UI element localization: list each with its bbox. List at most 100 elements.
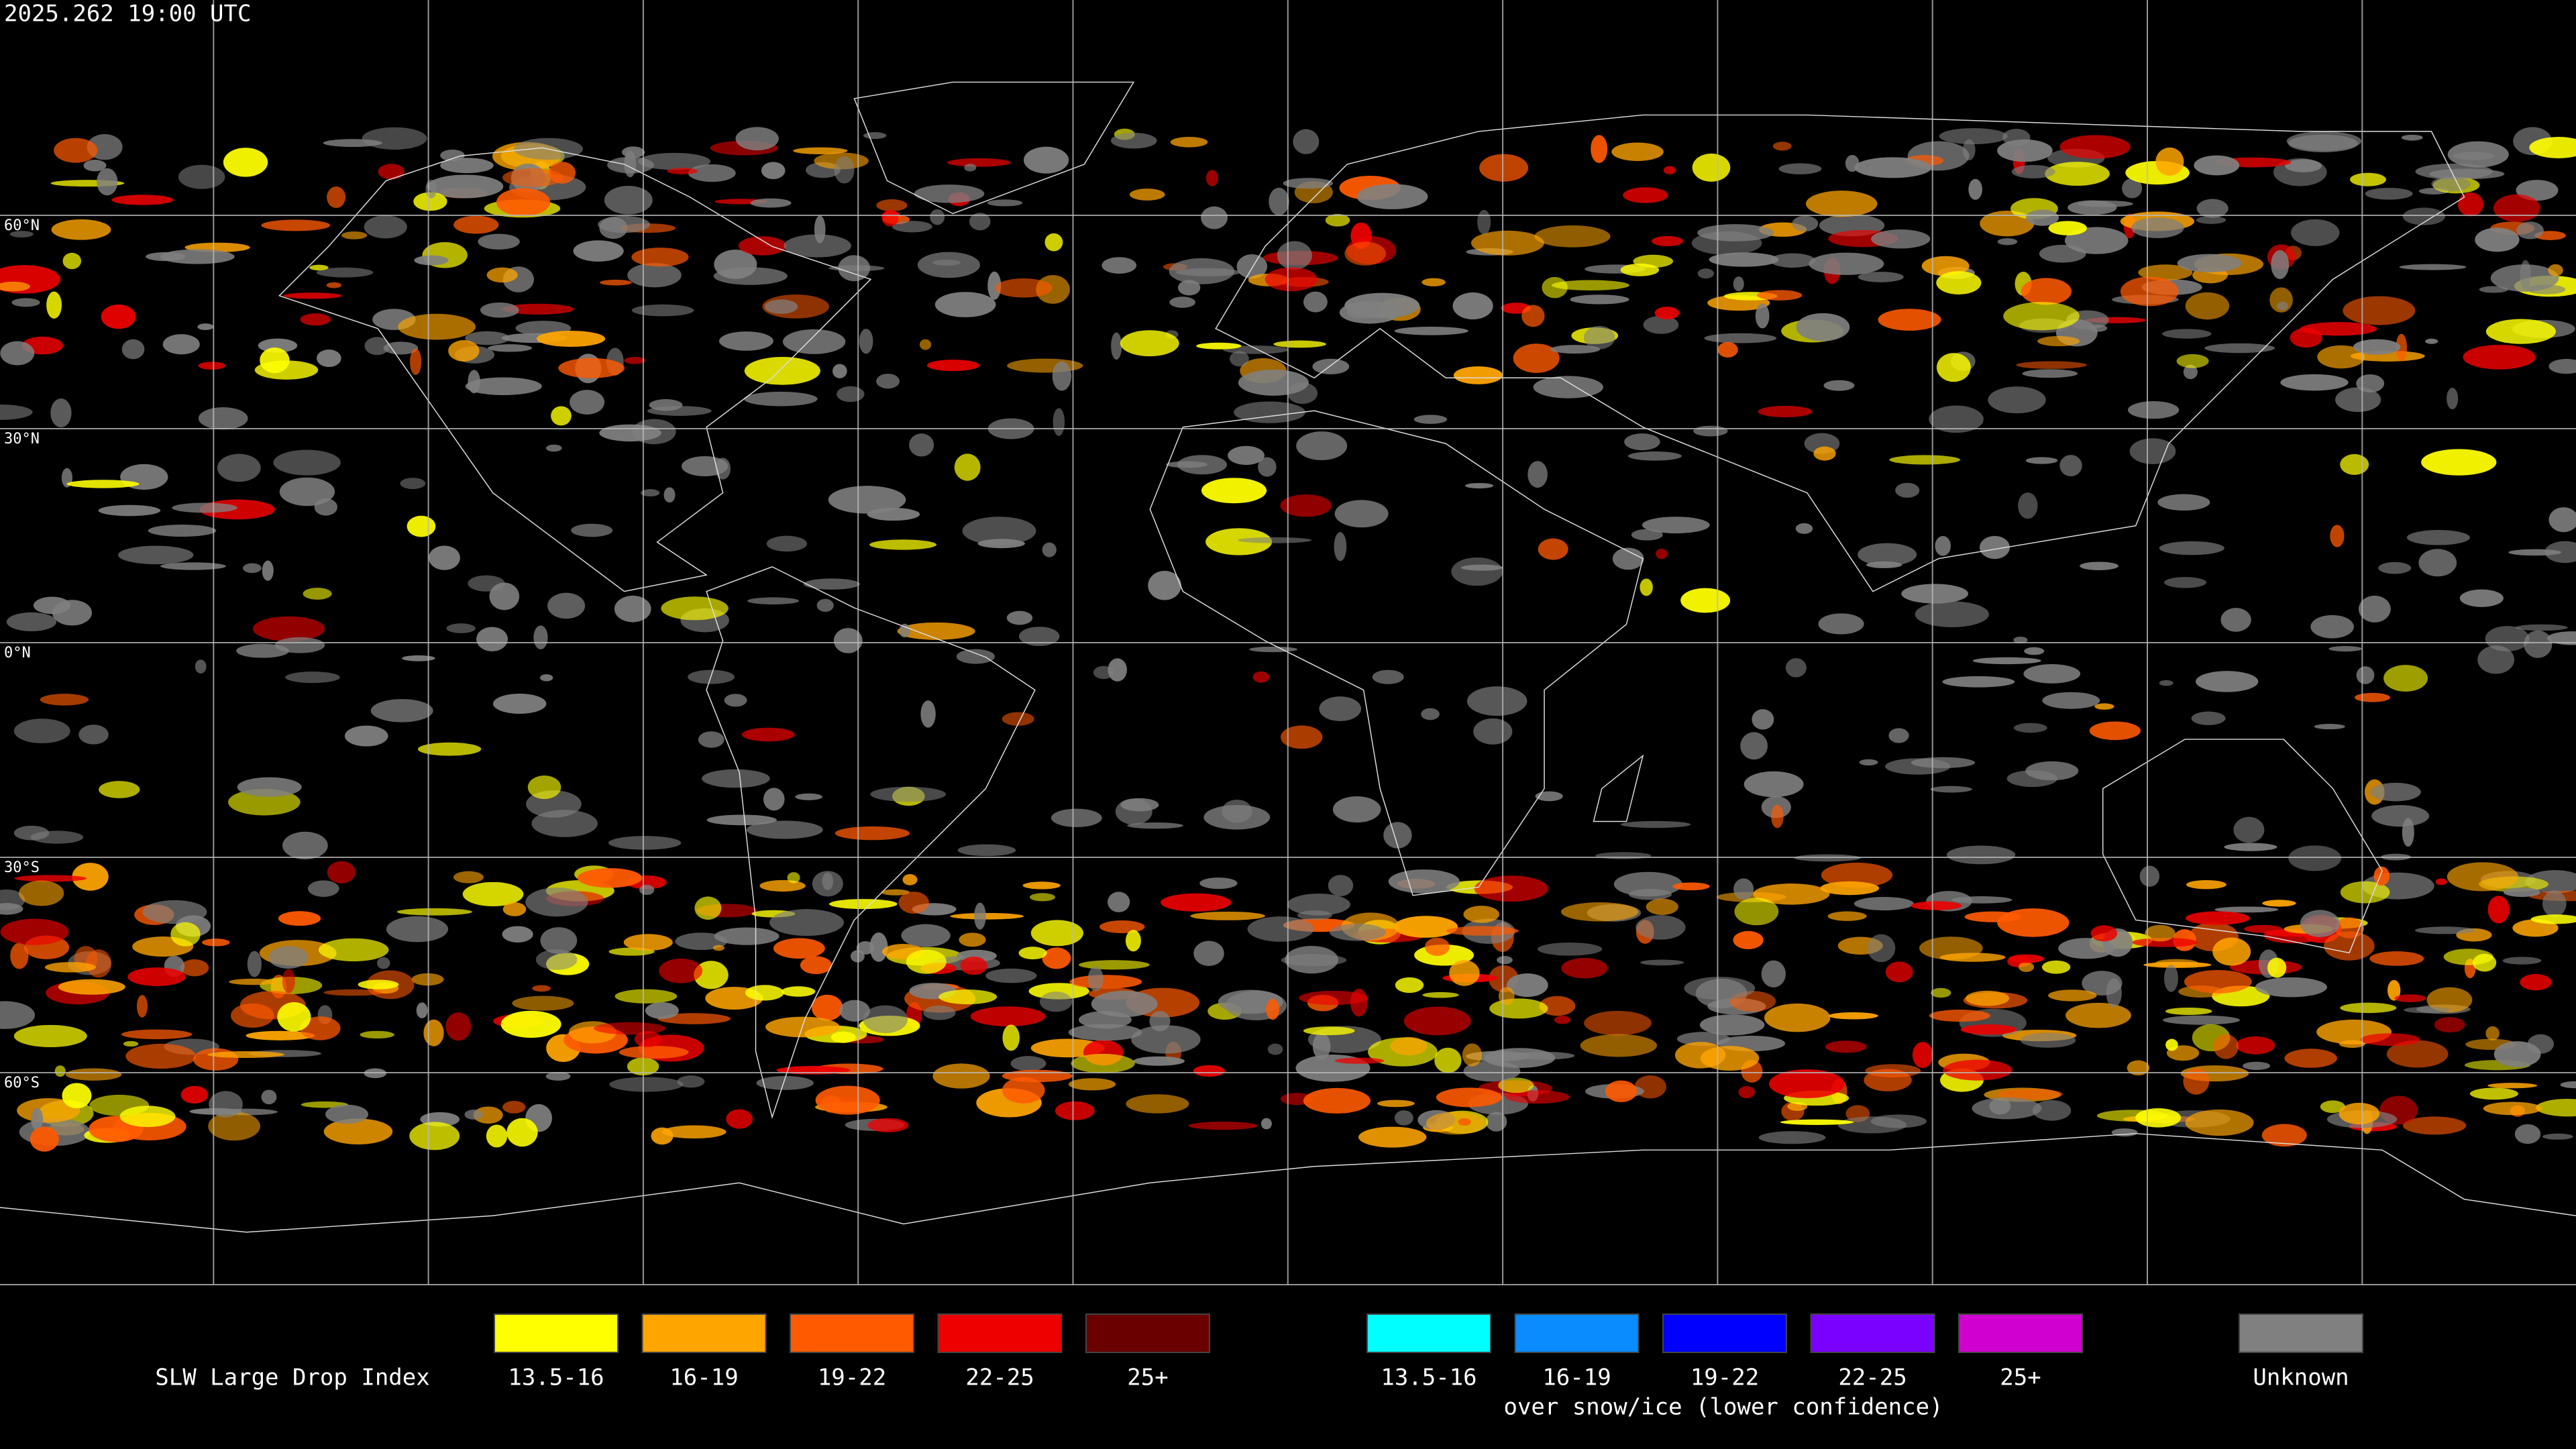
cloud-patch [1002,1077,1045,1104]
cloud-patch [2469,1087,2519,1100]
cloud-patch [2042,692,2100,709]
cloud-patch [1552,280,1629,290]
cloud-patch [1102,257,1137,274]
cloud-patch [2131,217,2184,238]
cloud-patch [1023,146,1069,174]
cloud-patch [1383,822,1412,849]
cloud-patch [1161,893,1232,912]
cloud-patch [2542,890,2567,917]
cloud-patch [1489,998,1548,1019]
cloud-patch [839,1000,870,1022]
cloud-patch [0,1001,36,1029]
cloud-patch [2025,209,2059,226]
cloud-patch [2196,216,2226,224]
cloud-patch [746,820,823,839]
cloud-patch [1424,937,1450,957]
cloud-patch [2317,345,2365,369]
coastline [706,566,1036,1119]
cloud-patch [892,221,932,233]
cloud-patch [987,271,1002,300]
cloud-patch [1022,881,1061,890]
cloud-patch [663,487,676,503]
cloud-patch [427,174,504,199]
cloud-patch [2159,541,2224,555]
cloud-patch [1921,256,1970,276]
cloud-patch [1358,1126,1427,1148]
cloud-patch [1452,292,1493,320]
cloud-patch [1201,206,1228,229]
cloud-patch [1190,911,1265,920]
cloud-patch [247,951,262,977]
cloud-patch [2314,724,2345,730]
cloud-patch [2330,525,2345,547]
cloud-patch [2022,369,2078,378]
cloud-patch [314,498,337,516]
cloud-patch [1757,290,1803,301]
cloud-patch [702,769,770,788]
coastline [1593,754,1644,822]
cloud-patch [2020,1032,2076,1048]
legend-swatch-label: 16-19 [669,1364,738,1391]
cloud-patch [1334,1057,1385,1064]
cloud-patch [465,331,510,345]
cloud-patch [1743,771,1804,798]
cloud-patch [715,458,731,480]
cloud-patch [712,945,724,951]
cloud-patch [876,199,908,212]
cloud-patch [119,1106,176,1128]
cloud-patch [2360,1033,2420,1046]
cloud-patch [1149,1011,1171,1032]
cloud-patch [1303,291,1328,313]
cloud-patch [31,1108,44,1131]
cloud-patch [1960,1024,2017,1035]
cloud-patch [869,932,888,962]
cloud-patch [2280,374,2349,391]
cloud-patch [252,616,325,641]
cloud-patch [1238,537,1312,543]
cloud-patch [834,156,855,184]
cloud-patch [1820,881,1880,896]
cloud-patch [1287,894,1350,916]
cloud-patch [2443,949,2493,965]
cloud-patch [1931,987,1951,998]
cloud-patch [2003,302,2080,331]
cloud-patch [2285,159,2322,172]
cloud-patch [2090,925,2118,942]
cloud-patch [1446,926,1519,936]
cloud-patch [1169,297,1195,308]
cloud-patch [2023,663,2081,684]
cloud-patch [386,916,449,943]
cloud-patch [2039,244,2086,263]
cloud-patch [856,941,875,955]
cloud-patch [0,341,35,366]
cloud-patch [1498,1077,1534,1093]
legend-swatch [641,1313,767,1353]
legend-swatch-label: 16-19 [1542,1364,1611,1391]
cloud-patch [2162,329,2212,339]
cloud-patch [1007,358,1083,373]
cloud-patch [2032,1100,2072,1121]
cloud-patch [1623,187,1668,203]
cloud-patch [1635,915,1686,940]
cloud-patch [2328,646,2363,652]
cloud-patch [2058,938,2115,959]
cloud-patch [540,674,553,682]
cloud-patch [1108,658,1127,682]
cloud-patch [261,1089,277,1105]
cloud-patch [1770,253,1815,268]
cloud-patch [1002,1069,1073,1083]
legend-swatch-label: 19-22 [818,1364,886,1391]
cloud-patch [863,132,887,140]
cloud-patch [223,148,268,177]
cloud-patch [1010,1056,1046,1071]
cloud-patch [1740,732,1768,760]
cloud-patch [180,959,209,977]
cloud-patch [2421,449,2497,476]
cloud-patch [78,724,109,745]
cloud-patch [1111,132,1157,149]
cloud-patch [9,231,34,237]
cloud-patch [1148,570,1181,600]
cloud-patch [1228,445,1265,466]
cloud-patch [243,563,262,574]
